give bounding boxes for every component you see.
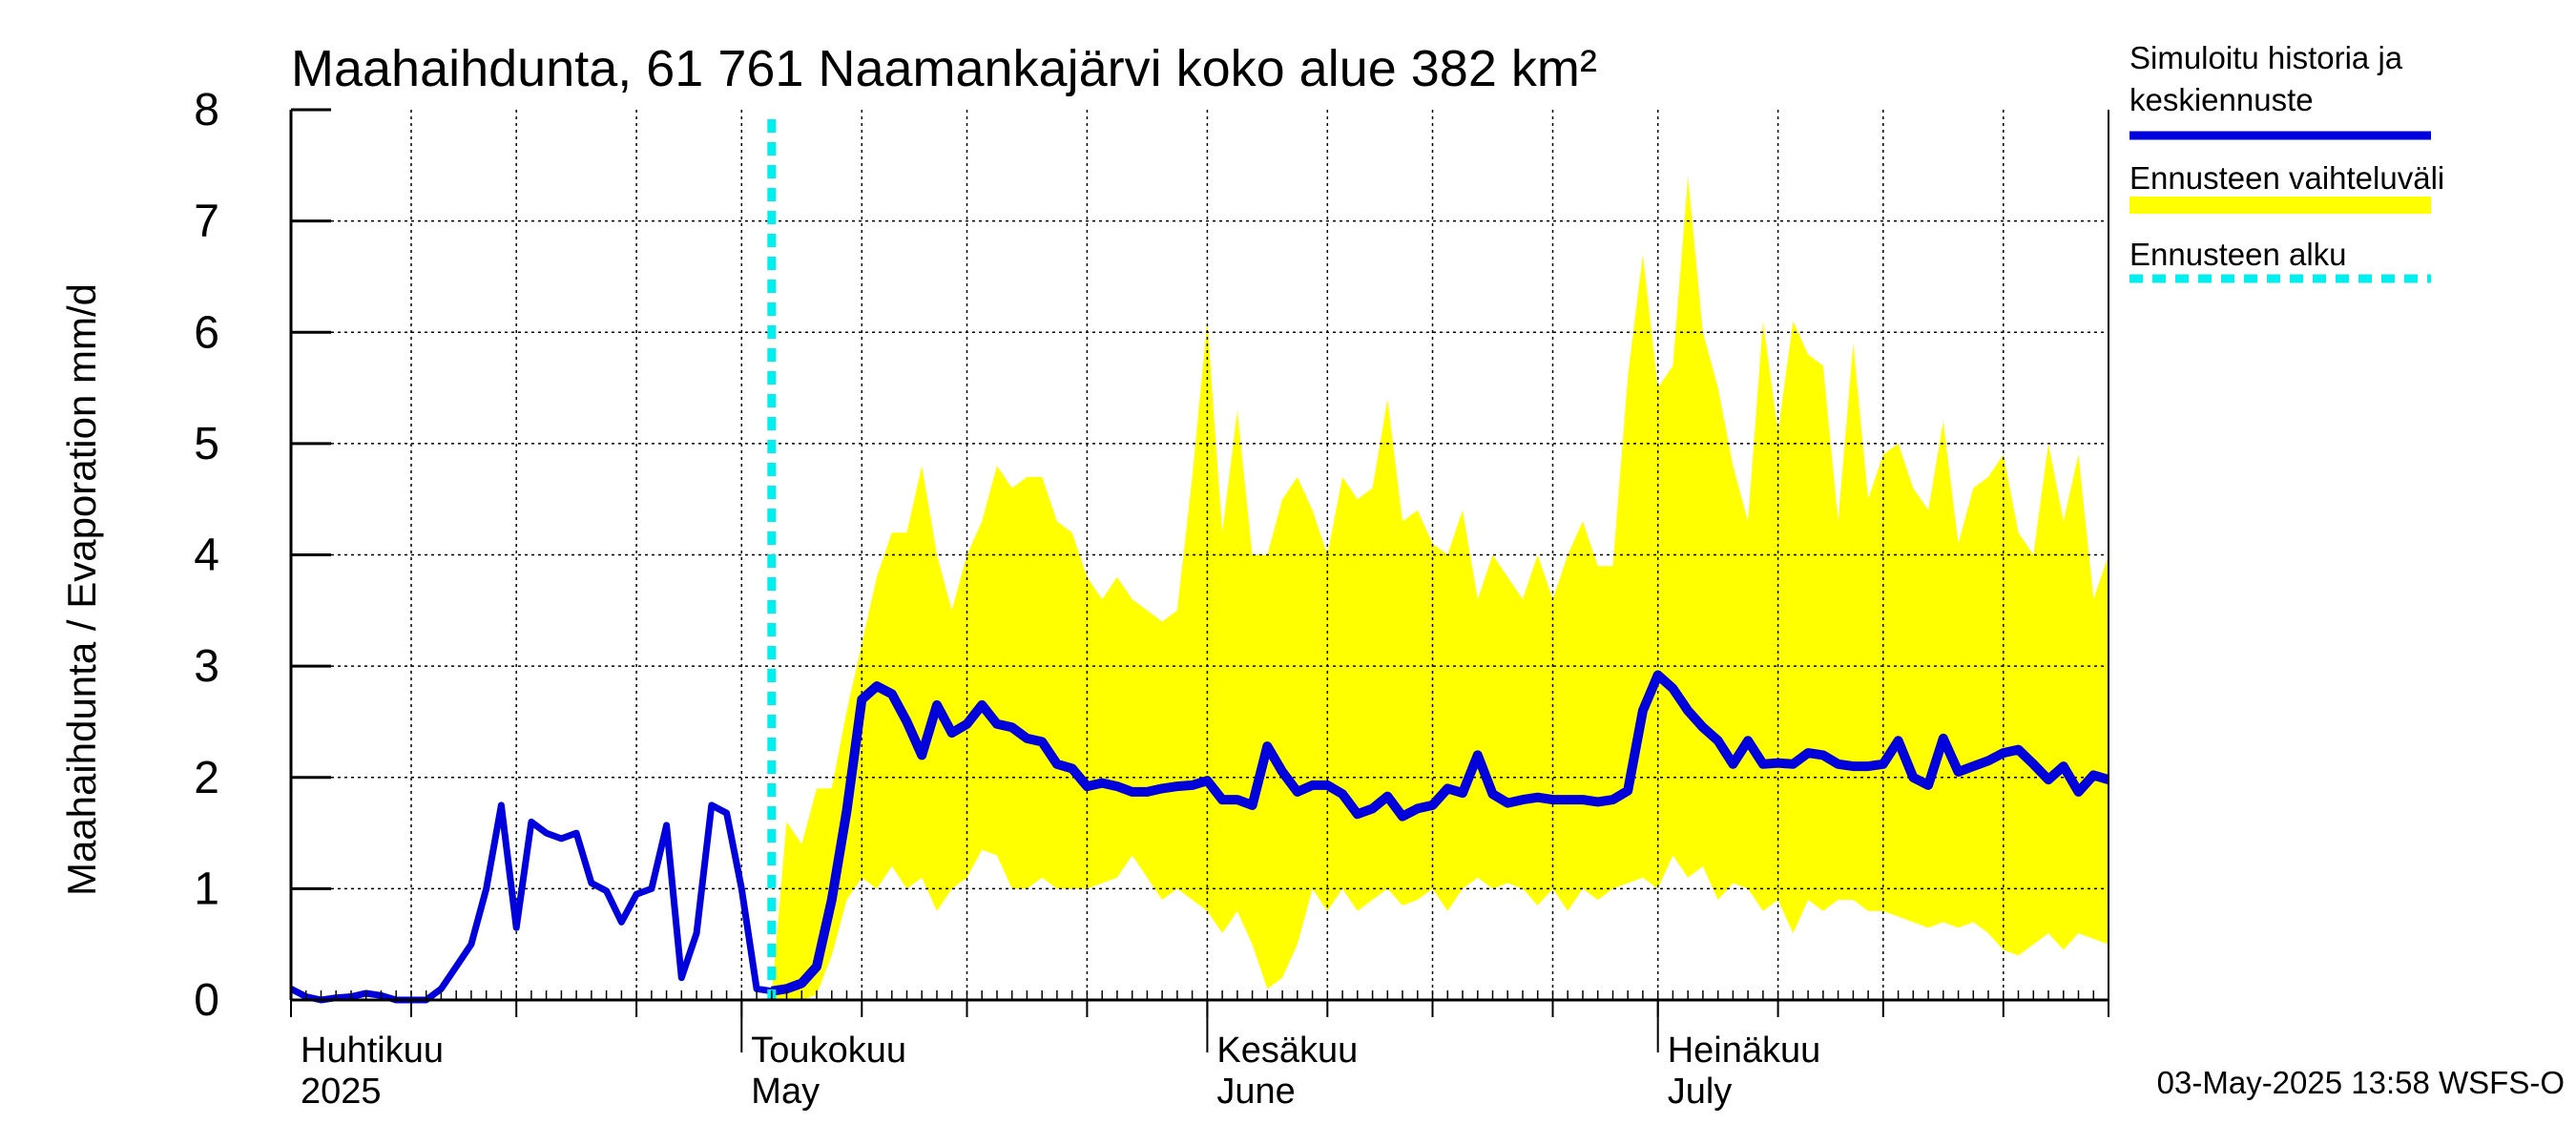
series-layer	[291, 119, 2109, 1004]
forecast-mean-line	[771, 670, 2109, 996]
forecast-range-layer	[771, 177, 2109, 1000]
y-tick-label: 1	[194, 864, 219, 914]
y-tick-label: 4	[194, 531, 219, 581]
legend-label: Ennusteen vaihteluväli	[2129, 160, 2444, 196]
y-tick-label: 7	[194, 197, 219, 247]
y-tick-label: 3	[194, 641, 219, 692]
timestamp: 03-May-2025 13:58 WSFS-O	[2157, 1065, 2565, 1100]
x-month-label-en: May	[751, 1072, 820, 1112]
x-month-label-en: 2025	[301, 1072, 382, 1112]
x-month-label-fi: Kesäkuu	[1216, 1030, 1358, 1071]
forecast-range-area	[771, 177, 2109, 1000]
axis-layer: 012345678Huhtikuu2025ToukokuuMayKesäkuuJ…	[194, 85, 2109, 1112]
y-tick-label: 0	[194, 975, 219, 1026]
chart-title: Maahaihdunta, 61 761 Naamankajärvi koko …	[291, 40, 1597, 97]
y-tick-label: 5	[194, 419, 219, 469]
history-series-line	[291, 802, 773, 1004]
legend: Simuloitu historia ja keskiennuste Ennuste…	[2129, 40, 2444, 283]
legend-label: Ennusteen alku	[2129, 237, 2347, 272]
grid-layer	[291, 110, 2109, 1000]
legend-item: Ennusteen alku	[2129, 237, 2431, 283]
y-tick-label: 8	[194, 85, 219, 135]
legend-label: keskiennuste	[2129, 82, 2314, 117]
x-month-label-en: June	[1216, 1072, 1295, 1112]
x-month-label-fi: Huhtikuu	[301, 1030, 444, 1071]
legend-item: Ennusteen vaihteluväli	[2129, 160, 2444, 214]
x-month-label-fi: Heinäkuu	[1668, 1030, 1821, 1071]
y-tick-label: 2	[194, 753, 219, 803]
y-tick-label: 6	[194, 307, 219, 358]
x-month-label-fi: Toukokuu	[751, 1030, 906, 1071]
legend-label: Simuloitu historia ja	[2129, 40, 2403, 75]
y-axis-label: Maahaihdunta / Evaporation mm/d	[59, 283, 104, 896]
legend-item: Simuloitu historia ja keskiennuste	[2129, 40, 2431, 140]
x-month-label-en: July	[1668, 1072, 1733, 1112]
